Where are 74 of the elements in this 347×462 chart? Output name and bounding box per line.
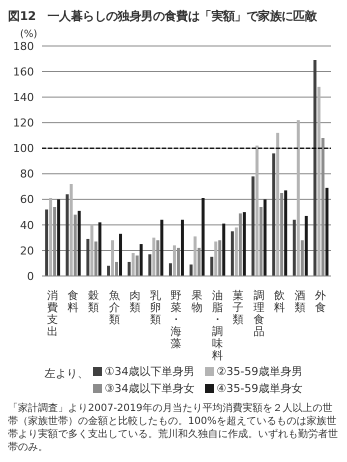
bar (210, 256, 214, 276)
bar (128, 262, 131, 276)
y-tick-label: 20 (20, 244, 34, 258)
bar (272, 153, 276, 276)
bar (214, 242, 218, 276)
x-tick-label: 飲料 (274, 289, 285, 314)
bar (172, 245, 176, 276)
x-tick-label: 調理食品 (253, 289, 264, 338)
x-tick-label: 菓子類 (232, 289, 244, 326)
bar (304, 216, 308, 276)
bar (98, 222, 102, 276)
x-tick-label: 油脂・調味料 (212, 289, 223, 362)
bar (57, 199, 60, 276)
bar (78, 210, 81, 276)
bar (292, 220, 296, 276)
bar (296, 120, 300, 276)
text: 「家計調査」より2007-2019年の月当たり平均消費実額を２人以上の世帯（家族世帯）の金額と比較したもの。100%を超えているものは家族世帯より実額で多く支出している。荒川和久独自に作成。いずれも勤労者世帯のみ。 (8, 402, 339, 454)
x-tick-label: 果物 (191, 289, 202, 314)
bar (202, 198, 205, 276)
bar (242, 212, 246, 276)
y-tick-label: 40 (20, 218, 34, 232)
bar (194, 236, 197, 276)
bar (264, 199, 267, 276)
y-tick-label: 180 (13, 40, 34, 53)
x-tick-label: 野菜・海藻 (170, 289, 182, 350)
legend-label: ①34歳以下単身男 (104, 364, 195, 379)
bar (132, 253, 135, 276)
bar (252, 176, 255, 276)
y-tick-label: 80 (20, 168, 34, 181)
bar (256, 146, 259, 276)
bar (284, 190, 288, 276)
legend-title: 左より、 (44, 366, 89, 382)
x-tick-label: 食料 (67, 289, 78, 314)
bar (107, 266, 110, 276)
y-tick-label: 60 (20, 193, 34, 206)
bar (168, 263, 172, 276)
bar (180, 220, 184, 276)
x-tick-label: 外食 (315, 289, 326, 314)
bar (90, 224, 94, 276)
bar (148, 254, 152, 276)
y-tick-label: 160 (13, 65, 34, 78)
bar (325, 188, 328, 276)
chart-title: 図12 一人暮らしの独身男の食費は「実額」で家族に匹敵 (8, 8, 318, 25)
y-tick-label: 120 (13, 116, 34, 130)
y-axis-title: (%) (20, 29, 38, 40)
bar (49, 198, 52, 276)
x-tick-label: 消費支出 (46, 289, 58, 338)
bar (230, 231, 234, 276)
x-tick-label: 魚介類 (108, 289, 120, 326)
bar (190, 264, 193, 276)
x-tick-label: 肉類 (129, 289, 140, 314)
bar (160, 220, 164, 276)
bar (276, 132, 280, 276)
legend-label: ④35-59歳単身女 (216, 381, 302, 396)
bar (140, 244, 143, 276)
x-tick-label: 乳卵類 (150, 289, 162, 326)
bar (234, 227, 238, 276)
bar (111, 240, 114, 276)
y-tick-label: 140 (13, 91, 34, 104)
x-tick-label: 酒類 (294, 289, 306, 314)
bar (119, 234, 122, 276)
bar (222, 224, 226, 276)
bar (45, 210, 48, 276)
bar (317, 86, 320, 276)
bar (70, 184, 73, 276)
y-tick-label: 100 (13, 142, 34, 156)
bar (66, 194, 69, 276)
x-tick-label: 穀類 (88, 289, 100, 314)
bar (86, 238, 90, 276)
bar (313, 60, 316, 276)
bar (152, 238, 156, 276)
legend-label: ③34歳以下単身女 (104, 381, 195, 396)
legend-label: ②35-59歳単身男 (216, 364, 302, 379)
y-tick-label: 0 (27, 270, 34, 283)
